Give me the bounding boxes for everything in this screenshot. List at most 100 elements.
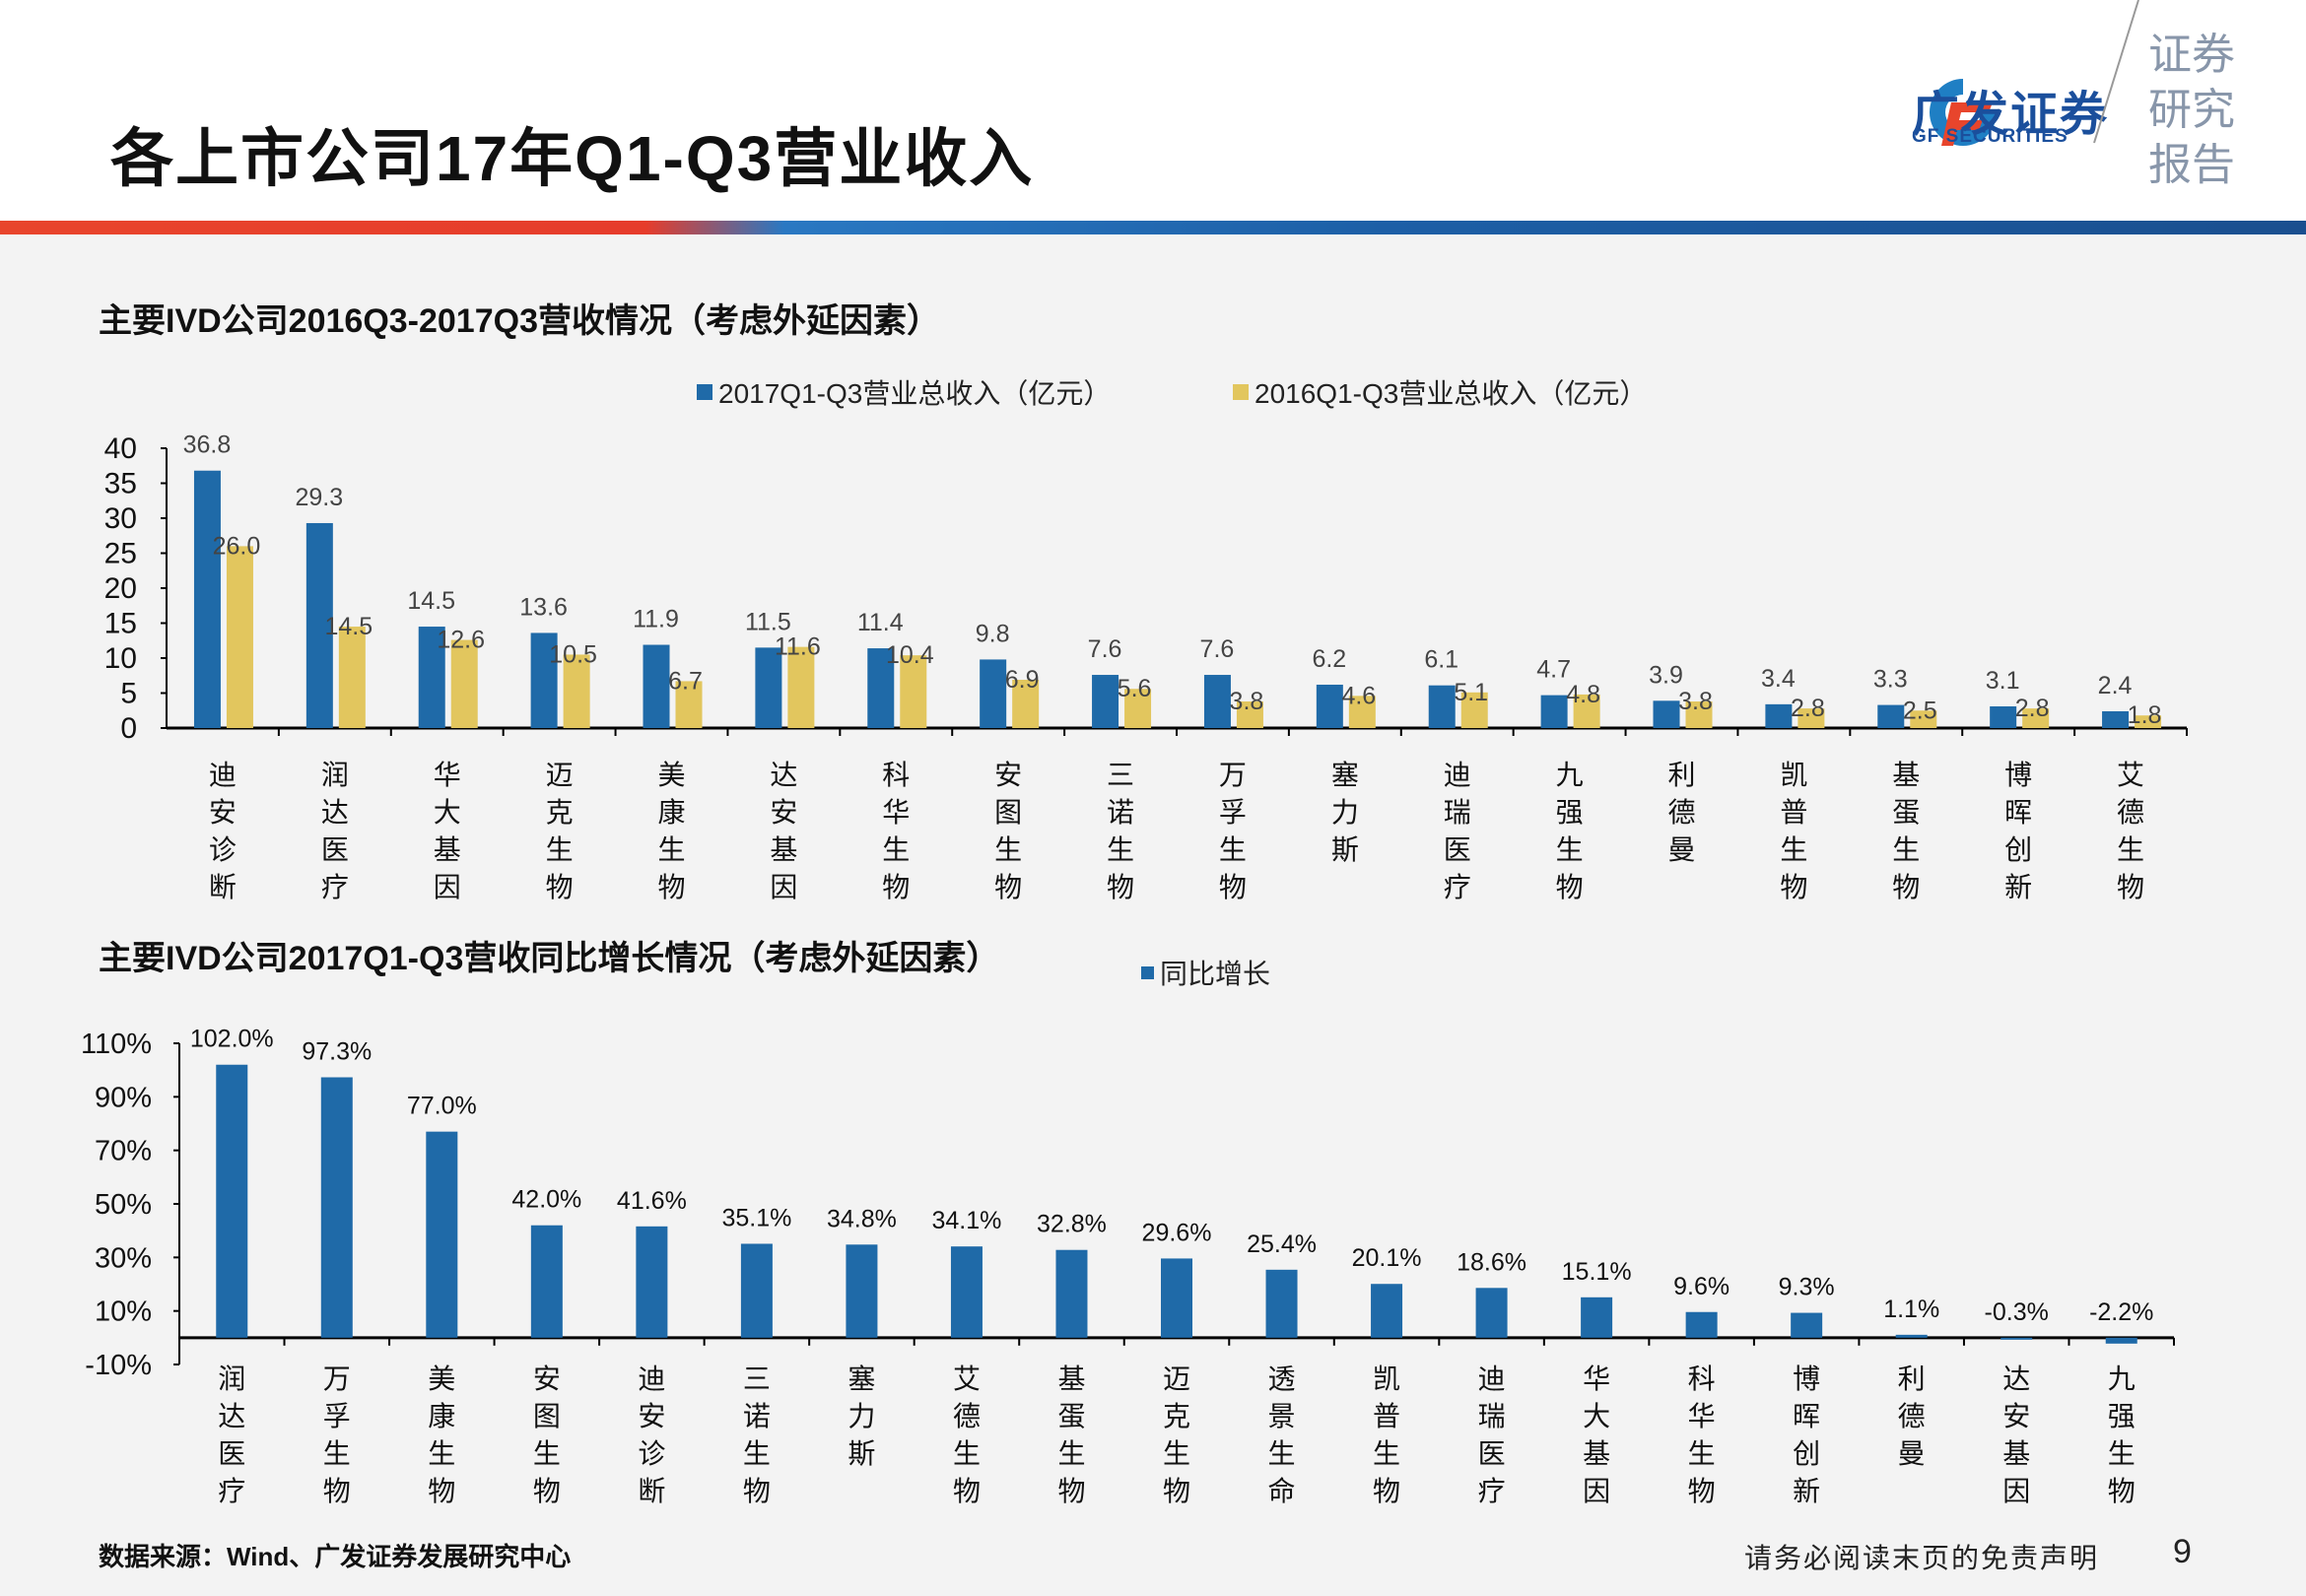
chart2-value-label: 35.1%: [721, 1204, 791, 1231]
chart1-category-label: 物: [994, 872, 1022, 902]
report-label: 证券研究报告: [2148, 30, 2235, 190]
chart2-category-label: 斯: [848, 1438, 875, 1469]
chart1-category-label: 基: [770, 834, 797, 865]
chart2-category-label: 华: [1583, 1363, 1610, 1394]
chart1-value-label-2016: 1.8: [2128, 701, 2162, 729]
chart1-category-label: 物: [1107, 872, 1134, 902]
chart1-legend-2016: 2016Q1-Q3营业总收入（亿元）: [1233, 372, 1647, 412]
chart2-category-label: 迪: [1478, 1363, 1506, 1394]
chart2-category-label: 安: [2002, 1401, 2030, 1431]
chart1-value-label-2017: 11.5: [745, 608, 791, 635]
chart2-value-label: 25.4%: [1247, 1230, 1317, 1258]
chart2-value-label: 77.0%: [407, 1093, 477, 1120]
chart1-category-label: 曼: [1667, 834, 1695, 865]
chart1-category-label: 生: [994, 834, 1022, 865]
chart2-category-label: 物: [1163, 1476, 1190, 1506]
chart2-bar: [1685, 1311, 1718, 1338]
chart1-category-label: 强: [1556, 797, 1584, 828]
chart2-category-label: 强: [2108, 1401, 2136, 1431]
chart2-category-label: 艾: [953, 1363, 981, 1394]
chart2-value-label: 34.8%: [827, 1205, 897, 1232]
chart1-value-label-2017: 4.7: [1536, 656, 1571, 684]
legend-label: 2016Q1-Q3营业总收入（亿元）: [1255, 378, 1648, 409]
chart1-bar-2016: [338, 627, 366, 728]
header: [0, 0, 2306, 221]
chart1-legend-2017: 2017Q1-Q3营业总收入（亿元）: [697, 372, 1111, 412]
logo-divider: [2093, 0, 2139, 144]
chart1-value-label-2016: 10.5: [549, 640, 597, 668]
chart2-bar: [426, 1131, 458, 1338]
chart2-category-label: 安: [533, 1363, 561, 1394]
chart2-category-label: 生: [1268, 1438, 1296, 1469]
data-source: 数据来源：Wind、广发证券发展研究中心: [99, 1542, 572, 1571]
chart2-bar: [2105, 1337, 2137, 1344]
chart1-category-label: 创: [2004, 834, 2032, 865]
chart1-bar-2016: [450, 639, 478, 728]
chart2-category-label: 三: [743, 1363, 771, 1394]
page-title: 各上市公司17年Q1-Q3营业收入: [110, 123, 1035, 194]
disclaimer-link[interactable]: 请务必阅读末页的免责声明: [1744, 1543, 2100, 1573]
chart2-category-label: 迈: [1163, 1363, 1190, 1394]
chart2-category-label: 因: [1583, 1476, 1610, 1506]
chart2-y-tick-label: 110%: [81, 1029, 152, 1060]
chart2-category-label: 美: [428, 1363, 455, 1394]
chart2-category-label: 生: [1373, 1438, 1400, 1469]
chart1-value-label-2016: 3.8: [1678, 688, 1713, 715]
chart1-category-label: 因: [770, 872, 797, 902]
chart2-title: 主要IVD公司2017Q1-Q3营收同比增长情况（考虑外延因素）: [99, 940, 1000, 977]
chart1-category-label: 图: [994, 797, 1022, 828]
chart1-y-tick-label: 40: [104, 432, 137, 465]
chart2-category-label: 疗: [218, 1476, 245, 1506]
chart2-value-label: 41.6%: [617, 1187, 687, 1215]
chart1-category-label: 迪: [1444, 760, 1471, 790]
chart2-category-label: 大: [1583, 1401, 1610, 1431]
chart2-category-label: 塞: [848, 1363, 875, 1394]
chart1-category-label: 物: [1780, 872, 1807, 902]
logo-text-cn: 广发证券: [1912, 89, 2110, 141]
chart1-category-label: 物: [2117, 872, 2144, 902]
chart2-category-label: 疗: [1478, 1476, 1506, 1506]
chart1-category-label: 达: [321, 797, 349, 828]
chart2-category-label: 迪: [638, 1363, 665, 1394]
chart1-category-label: 安: [209, 797, 237, 828]
chart1-category-label: 生: [1892, 834, 1920, 865]
chart2-value-label: 34.1%: [932, 1207, 1002, 1234]
chart1-bar-2016: [2022, 708, 2050, 728]
chart2-category-label: 生: [1163, 1438, 1190, 1469]
chart1-value-label-2016: 10.4: [886, 641, 934, 669]
chart2-value-label: 9.6%: [1673, 1273, 1730, 1300]
chart1-category-label: 诺: [1107, 797, 1134, 828]
chart1-bar-2017: [305, 522, 333, 728]
chart1-bar-2017: [193, 470, 221, 728]
chart1-value-label-2016: 14.5: [324, 613, 373, 640]
chart1-bar-2016: [1236, 701, 1263, 728]
chart2-value-label: 42.0%: [511, 1186, 581, 1214]
chart2-category-label: 断: [638, 1476, 665, 1506]
chart1-bar-2016: [1348, 696, 1376, 728]
legend-label: 同比增长: [1160, 959, 1271, 989]
chart1-category-label: 普: [1780, 797, 1807, 828]
chart1-value-label-2017: 11.9: [633, 606, 679, 633]
chart2-category-label: 医: [1478, 1438, 1506, 1469]
chart1-bar-2016: [1460, 692, 1488, 728]
chart1-title: 主要IVD公司2016Q3-2017Q3营收情况（考虑外延因素）: [99, 302, 940, 340]
chart2-category-label: 生: [953, 1438, 981, 1469]
legend-swatch-yellow: [1233, 384, 1249, 400]
chart1-bar-2017: [1540, 695, 1568, 728]
chart2-bar: [2001, 1337, 2033, 1340]
chart1-category-label: 生: [2117, 834, 2144, 865]
chart1-bar-2017: [867, 648, 895, 728]
chart2-bar: [950, 1246, 983, 1338]
chart1-bar-2016: [1124, 689, 1152, 728]
chart1-category-label: 生: [1107, 834, 1134, 865]
chart1-category-label: 达: [770, 760, 797, 790]
chart1-y-tick-label: 15: [104, 608, 137, 640]
chart2-category-label: 物: [1688, 1476, 1716, 1506]
chart2-legend: 同比增长: [1141, 953, 1270, 992]
chart1-category-label: 斯: [1331, 834, 1359, 865]
chart2-value-label: 102.0%: [190, 1026, 274, 1053]
chart2-category-label: 孚: [323, 1401, 351, 1431]
chart1-value-label-2017: 6.1: [1424, 646, 1458, 674]
chart2-category-label: 德: [953, 1401, 981, 1431]
page-number: 9: [2173, 1533, 2192, 1570]
